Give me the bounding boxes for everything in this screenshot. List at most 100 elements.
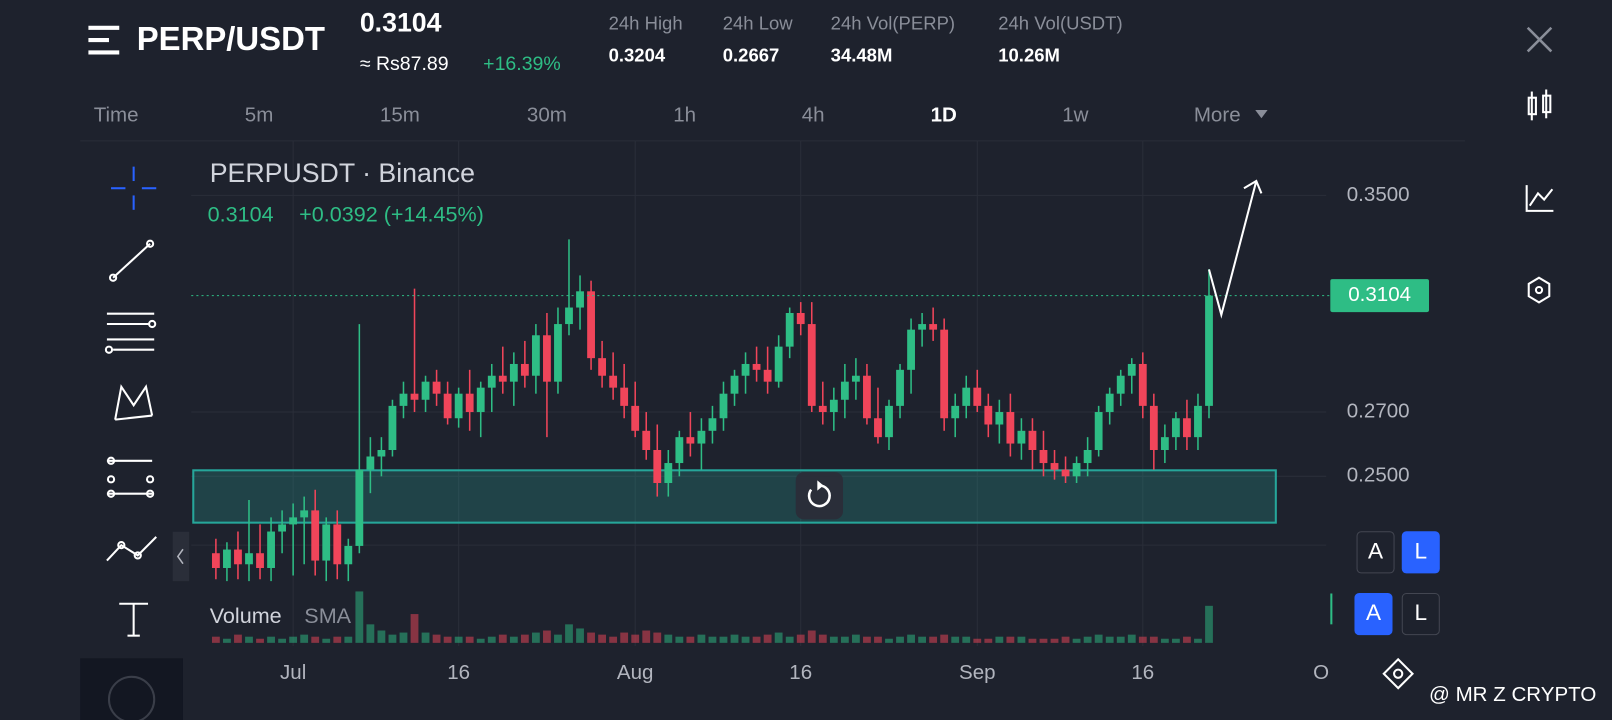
candle-body <box>1171 418 1180 438</box>
volume-bar <box>851 634 860 643</box>
drawn-arrow <box>1208 179 1263 319</box>
indicators-button[interactable] <box>1525 185 1554 212</box>
path-tool[interactable] <box>106 536 157 562</box>
candle-body <box>1138 363 1147 406</box>
timeframe-tab[interactable]: Time <box>94 104 139 127</box>
volume-bar <box>1039 638 1048 643</box>
scale-button-label[interactable]: A <box>1368 538 1384 563</box>
candle-body <box>410 393 419 400</box>
y-tick-label: 0.2500 <box>1347 464 1410 487</box>
watermark: @ MR Z CRYPTO <box>1429 683 1596 706</box>
refresh-button[interactable] <box>795 472 844 520</box>
volume-bar <box>421 632 430 643</box>
candle-body <box>355 469 364 546</box>
scale-button[interactable] <box>1356 531 1395 574</box>
candles <box>211 239 1213 582</box>
text-tool[interactable] <box>119 602 149 637</box>
candle-body <box>642 430 651 450</box>
volume-bar <box>1028 638 1037 643</box>
candle-body <box>565 307 573 325</box>
timeframe-tab[interactable]: More <box>1194 104 1241 127</box>
candle-body <box>1061 469 1070 477</box>
volume-bar <box>1094 634 1103 643</box>
volume-bar <box>1083 636 1092 643</box>
candle-body <box>951 405 960 419</box>
volume-bar <box>311 636 320 643</box>
candle-body <box>454 393 463 419</box>
candle-body <box>1072 463 1081 477</box>
scale-button[interactable] <box>1401 592 1440 636</box>
volume-bar <box>465 636 474 643</box>
candle-body <box>300 510 309 518</box>
scale-button-label[interactable]: A <box>1366 600 1382 625</box>
volume-bar <box>267 636 275 643</box>
timeframe-tab[interactable]: 1h <box>673 104 696 127</box>
candle-body <box>388 405 397 450</box>
right-toolbar <box>1525 89 1554 304</box>
candle-body <box>465 393 474 413</box>
scale-button-label[interactable]: L <box>1414 538 1427 563</box>
trendline-tool[interactable] <box>108 239 155 282</box>
candle-body <box>1028 430 1037 450</box>
scale-button-label[interactable]: L <box>1414 600 1427 625</box>
settings-button[interactable] <box>1527 276 1551 304</box>
candle-body <box>851 375 860 382</box>
stat-value: 0.3204 <box>609 44 666 65</box>
volume-bar <box>653 632 662 643</box>
corner-button[interactable] <box>107 675 156 720</box>
last-price: 0.3104 <box>360 8 442 38</box>
timeframe-tab[interactable]: 1w <box>1062 104 1088 127</box>
volume-bar <box>1205 605 1213 643</box>
scale-button[interactable] <box>1354 592 1393 636</box>
candle-body <box>730 375 739 394</box>
volume-bar <box>785 636 794 643</box>
timeframe-tab[interactable]: 5m <box>245 104 274 127</box>
candle-body <box>344 545 353 565</box>
volume-bar <box>377 630 386 643</box>
volume-bar <box>322 638 331 643</box>
volume-bar <box>885 638 893 643</box>
scale-button[interactable] <box>1401 531 1440 574</box>
candle-body <box>719 393 728 419</box>
watermark-logo <box>1382 657 1415 690</box>
volume-bar <box>631 634 640 643</box>
stat-value: 0.2667 <box>723 44 780 65</box>
volume-bar <box>896 636 904 643</box>
prediction-tool[interactable] <box>106 456 155 498</box>
menu-icon[interactable] <box>88 25 120 55</box>
volume-bar <box>223 638 231 643</box>
volume-bar <box>829 636 838 643</box>
timeframe-tab[interactable]: 15m <box>380 104 420 127</box>
candle-body <box>1160 437 1169 450</box>
candle-body <box>818 405 827 413</box>
candle-body <box>278 524 287 532</box>
fib-tool[interactable] <box>104 312 157 354</box>
pair-title[interactable]: PERP/USDT <box>137 20 325 57</box>
candle-body <box>741 363 750 376</box>
volume-bar <box>1149 636 1158 643</box>
timeframe-tab[interactable]: 4h <box>802 104 825 127</box>
volume-bar <box>1160 638 1169 643</box>
close-button[interactable] <box>1526 26 1553 53</box>
x-tick-label: 16 <box>447 661 470 684</box>
volume-sma-label: SMA <box>304 603 351 628</box>
volume-bar <box>918 636 927 643</box>
candle-body <box>598 358 607 376</box>
timeframe-tab[interactable]: 30m <box>527 104 567 127</box>
timeframe-tab[interactable]: 1D <box>931 104 957 127</box>
volume-bar <box>686 636 695 643</box>
volume-bar <box>520 634 529 643</box>
more-caret[interactable] <box>1255 110 1268 119</box>
collapse-toolbar[interactable] <box>172 531 190 582</box>
pattern-tool[interactable] <box>114 384 154 421</box>
candle-body <box>1194 405 1202 438</box>
volume-bar <box>245 636 253 643</box>
crosshair-tool[interactable] <box>111 166 157 210</box>
volume-bar <box>278 638 287 643</box>
candle-body <box>476 387 485 413</box>
volume-bar <box>498 634 507 643</box>
candle-body <box>531 335 540 376</box>
candle-type-button[interactable] <box>1527 89 1552 121</box>
volume-bar <box>1127 634 1136 643</box>
candle-body <box>1127 363 1136 376</box>
